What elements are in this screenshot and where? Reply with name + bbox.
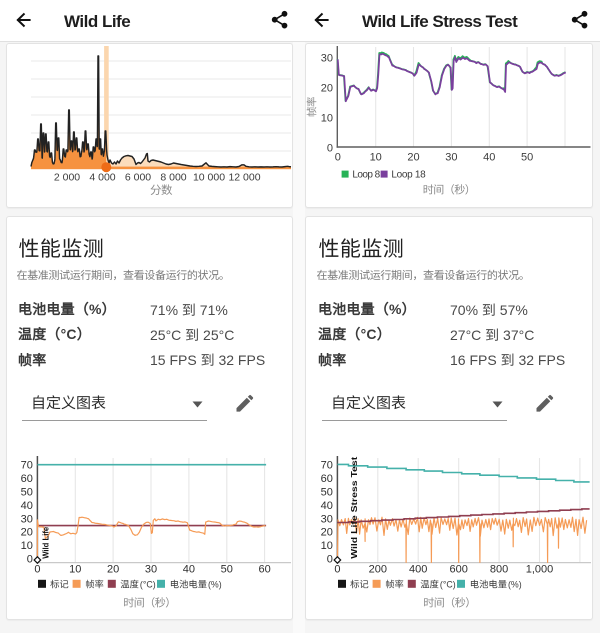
svg-text:10: 10	[370, 152, 382, 164]
svg-text:50: 50	[321, 486, 333, 498]
svg-text:时间（秒）: 时间（秒）	[423, 597, 476, 610]
svg-text:10: 10	[321, 540, 333, 552]
svg-text:50: 50	[21, 486, 33, 498]
svg-text:0: 0	[327, 554, 333, 566]
svg-text:帧率: 帧率	[307, 97, 319, 117]
svg-text:时间（秒）: 时间（秒）	[123, 597, 176, 610]
svg-text:70: 70	[321, 460, 333, 472]
svg-text:Wild Life: Wild Life	[41, 526, 50, 558]
svg-text:20: 20	[321, 82, 333, 94]
svg-text:Loop 8: Loop 8	[352, 169, 380, 180]
svg-text:20: 20	[407, 152, 419, 164]
svg-text:12 000: 12 000	[228, 172, 260, 184]
svg-text:40: 40	[183, 564, 195, 576]
svg-text:60: 60	[321, 473, 333, 485]
svg-text:800: 800	[490, 564, 508, 576]
svg-text:10: 10	[69, 564, 81, 576]
svg-text:50: 50	[521, 152, 533, 164]
svg-text:电池电量(%): 电池电量(%)	[470, 579, 522, 589]
svg-text:6 000: 6 000	[125, 172, 151, 184]
svg-text:2 000: 2 000	[54, 172, 80, 184]
svg-text:20: 20	[107, 564, 119, 576]
svg-text:400: 400	[409, 564, 427, 576]
svg-text:70: 70	[21, 460, 33, 472]
svg-text:标记: 标记	[50, 579, 69, 589]
svg-text:标记: 标记	[350, 579, 369, 589]
svg-text:8 000: 8 000	[160, 172, 186, 184]
svg-text:40: 40	[21, 500, 33, 512]
svg-text:30: 30	[445, 152, 457, 164]
svg-text:电池电量(%): 电池电量(%)	[170, 579, 222, 589]
svg-text:30: 30	[321, 52, 333, 64]
svg-text:时间（秒）: 时间（秒）	[423, 184, 476, 197]
svg-text:30: 30	[321, 513, 333, 525]
svg-text:40: 40	[483, 152, 495, 164]
svg-text:10 000: 10 000	[193, 172, 225, 184]
svg-text:50: 50	[221, 564, 233, 576]
svg-text:20: 20	[321, 527, 333, 539]
svg-text:60: 60	[21, 473, 33, 485]
svg-text:帧率: 帧率	[85, 579, 104, 589]
svg-text:0: 0	[27, 554, 33, 566]
svg-text:10: 10	[321, 112, 333, 124]
svg-text:30: 30	[21, 513, 33, 525]
svg-text:分数: 分数	[150, 184, 173, 197]
svg-text:0: 0	[334, 564, 340, 576]
svg-text:温度(°C): 温度(°C)	[420, 579, 455, 589]
svg-text:Wild Life Stress Test: Wild Life Stress Test	[349, 457, 359, 559]
svg-text:0: 0	[335, 152, 341, 164]
svg-text:1,000: 1,000	[526, 564, 554, 576]
svg-text:0: 0	[34, 564, 40, 576]
svg-text:30: 30	[145, 564, 157, 576]
svg-text:Loop 18: Loop 18	[391, 169, 426, 180]
svg-text:60: 60	[258, 564, 270, 576]
svg-text:20: 20	[21, 527, 33, 539]
svg-text:4 000: 4 000	[89, 172, 115, 184]
svg-text:200: 200	[369, 564, 387, 576]
svg-text:40: 40	[321, 500, 333, 512]
svg-text:0: 0	[327, 143, 333, 155]
svg-text:10: 10	[21, 540, 33, 552]
svg-text:温度(°C): 温度(°C)	[120, 579, 155, 589]
svg-text:帧率: 帧率	[385, 579, 404, 589]
svg-text:600: 600	[450, 564, 468, 576]
